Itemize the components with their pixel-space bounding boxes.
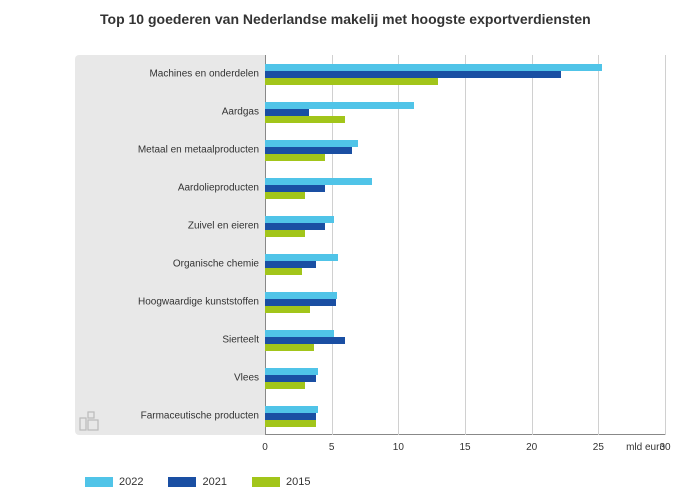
- legend-swatch: [168, 477, 196, 487]
- bar: [265, 292, 337, 299]
- bar: [265, 344, 314, 351]
- bar: [265, 147, 352, 154]
- category-label: Machines en onderdelen: [79, 69, 259, 80]
- bar: [265, 261, 316, 268]
- legend-item: 2022: [85, 476, 143, 488]
- legend-swatch: [252, 477, 280, 487]
- legend-item: 2021: [168, 476, 226, 488]
- x-tick-label: 20: [526, 442, 537, 453]
- x-tick-label: 25: [593, 442, 604, 453]
- bar: [265, 78, 438, 85]
- bar: [265, 330, 334, 337]
- category-label: Aardgas: [79, 107, 259, 118]
- bar: [265, 382, 305, 389]
- category-label: Aardolieproducten: [79, 183, 259, 194]
- bar: [265, 185, 325, 192]
- legend-swatch: [85, 477, 113, 487]
- grid-line: [398, 55, 399, 435]
- bar: [265, 116, 345, 123]
- bar: [265, 368, 318, 375]
- legend-label: 2022: [119, 476, 143, 488]
- category-label: Sierteelt: [79, 335, 259, 346]
- x-tick-label: 15: [459, 442, 470, 453]
- bar: [265, 420, 316, 427]
- bar: [265, 109, 309, 116]
- legend-label: 2015: [286, 476, 310, 488]
- bar: [265, 413, 316, 420]
- bar: [265, 140, 358, 147]
- x-axis-title: mld euro: [626, 442, 665, 453]
- category-label: Zuivel en eieren: [79, 221, 259, 232]
- grid-line: [532, 55, 533, 435]
- bar: [265, 406, 318, 413]
- bar: [265, 154, 325, 161]
- category-label: Metaal en metaalproducten: [79, 145, 259, 156]
- bar: [265, 268, 302, 275]
- category-label: Hoogwaardige kunststoffen: [79, 297, 259, 308]
- bar: [265, 299, 336, 306]
- chart-title: Top 10 goederen van Nederlandse makelij …: [100, 10, 600, 28]
- bar: [265, 216, 334, 223]
- bar: [265, 337, 345, 344]
- bar: [265, 306, 310, 313]
- legend-label: 2021: [202, 476, 226, 488]
- category-label: Farmaceutische producten: [79, 411, 259, 422]
- x-tick-label: 5: [329, 442, 335, 453]
- category-label: Organische chemie: [79, 259, 259, 270]
- bar: [265, 254, 338, 261]
- bar: [265, 102, 414, 109]
- bar: [265, 71, 561, 78]
- legend-item: 2015: [252, 476, 310, 488]
- legend: 2022 2021 2015: [85, 476, 310, 488]
- bar: [265, 192, 305, 199]
- bar: [265, 223, 325, 230]
- grid-line: [598, 55, 599, 435]
- bar: [265, 230, 305, 237]
- grid-line: [465, 55, 466, 435]
- bar: [265, 178, 372, 185]
- bar: [265, 64, 602, 71]
- grid-line: [332, 55, 333, 435]
- grid-line: [665, 55, 666, 435]
- bar: [265, 375, 316, 382]
- category-label: Vlees: [79, 373, 259, 384]
- x-tick-label: 10: [393, 442, 404, 453]
- chart-area: 051015202530mld euroMachines en onderdel…: [75, 55, 665, 435]
- x-tick-label: 0: [262, 442, 268, 453]
